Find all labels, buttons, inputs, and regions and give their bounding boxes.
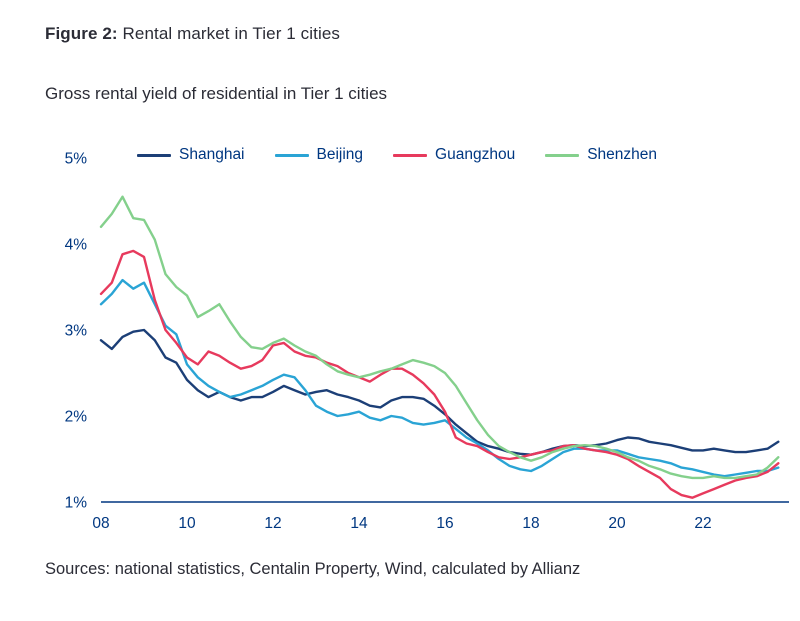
figure-title-text: Rental market in Tier 1 cities — [122, 24, 340, 43]
svg-text:18: 18 — [522, 515, 539, 532]
figure-title: Figure 2: Rental market in Tier 1 cities — [45, 24, 792, 44]
svg-text:14: 14 — [350, 515, 368, 532]
legend-item-shanghai: Shanghai — [137, 146, 245, 164]
line-swatch-icon — [545, 153, 580, 157]
legend-label: Beijing — [316, 146, 364, 163]
svg-text:5%: 5% — [65, 151, 88, 168]
chart-subtitle: Gross rental yield of residential in Tie… — [45, 84, 388, 103]
svg-text:08: 08 — [92, 515, 109, 532]
svg-text:3%: 3% — [65, 323, 88, 340]
svg-text:1%: 1% — [65, 495, 88, 512]
figure-label: Figure 2: — [45, 24, 118, 43]
svg-text:20: 20 — [608, 515, 626, 532]
legend-item-beijing: Beijing — [274, 146, 364, 164]
svg-text:22: 22 — [694, 515, 711, 532]
legend-item-guangzhou: Guangzhou — [393, 146, 515, 164]
source-note: Sources: national statistics, Centalin P… — [45, 560, 581, 578]
line-swatch-icon — [393, 153, 428, 157]
legend-label: Guangzhou — [435, 146, 516, 163]
line-swatch-icon — [137, 153, 171, 157]
legend-label: Shenzhen — [587, 146, 658, 163]
chart-legend: Shanghai Beijing Guangzhou Shenzhen — [137, 146, 657, 164]
svg-text:12: 12 — [264, 515, 281, 532]
svg-text:16: 16 — [436, 515, 453, 532]
svg-text:2%: 2% — [65, 409, 88, 426]
chart-area: 5% 4% 3% 2% 1% 08 10 12 14 16 18 20 22 Shanghai Beij… — [45, 134, 793, 544]
svg-text:4%: 4% — [65, 237, 88, 254]
line-swatch-icon — [274, 153, 309, 157]
legend-item-shenzhen: Shenzhen — [545, 146, 657, 164]
svg-text:10: 10 — [178, 515, 196, 532]
legend-label: Shanghai — [179, 146, 245, 163]
line-chart-svg: 5% 4% 3% 2% 1%08 10 12 14 16 18 20 22 — [65, 151, 789, 532]
